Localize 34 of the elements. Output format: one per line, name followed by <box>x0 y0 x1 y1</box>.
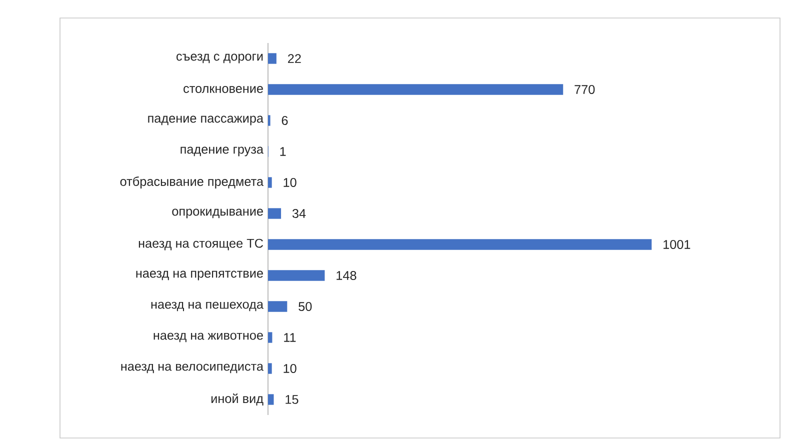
y-tick-label: столкновение <box>184 86 263 93</box>
y-tick-label: наезд на стоящее ТС <box>138 238 264 250</box>
data-label: 15 <box>286 395 298 404</box>
data-label: 1 <box>280 147 286 156</box>
y-tick-label: наезд на препятствие <box>136 270 263 280</box>
bar <box>268 239 652 250</box>
bar <box>268 332 272 343</box>
data-label: 10 <box>284 178 296 187</box>
data-label: 770 <box>574 85 595 94</box>
data-label: 22 <box>288 54 301 63</box>
data-label: 50 <box>298 302 312 311</box>
data-label: 11 <box>284 333 296 342</box>
data-label: 6 <box>282 116 288 125</box>
bar <box>268 177 272 188</box>
y-tick-label: наезд на пешехода <box>151 302 264 312</box>
bar <box>268 394 274 405</box>
y-tick-label: опрокидывание <box>172 208 263 218</box>
bar <box>268 84 564 95</box>
bar <box>268 208 282 219</box>
data-label: 148 <box>336 271 356 280</box>
y-tick-label: наезд на животное <box>154 332 263 342</box>
y-tick-label: съезд с дороги <box>176 54 263 64</box>
y-tick-label: наезд на велосипедиста <box>121 364 264 374</box>
y-tick-label: иной вид <box>211 394 264 406</box>
data-label: 1001 <box>664 240 690 249</box>
y-tick-label: падение пассажира <box>148 116 264 126</box>
y-tick-label: падение груза <box>180 146 264 156</box>
data-label: 34 <box>292 209 306 218</box>
data-label: 10 <box>284 364 296 373</box>
bar <box>268 270 325 281</box>
bar <box>268 53 276 64</box>
bar <box>268 363 272 374</box>
y-tick-label: отбрасывание предмета <box>120 176 264 188</box>
bar <box>268 301 288 312</box>
